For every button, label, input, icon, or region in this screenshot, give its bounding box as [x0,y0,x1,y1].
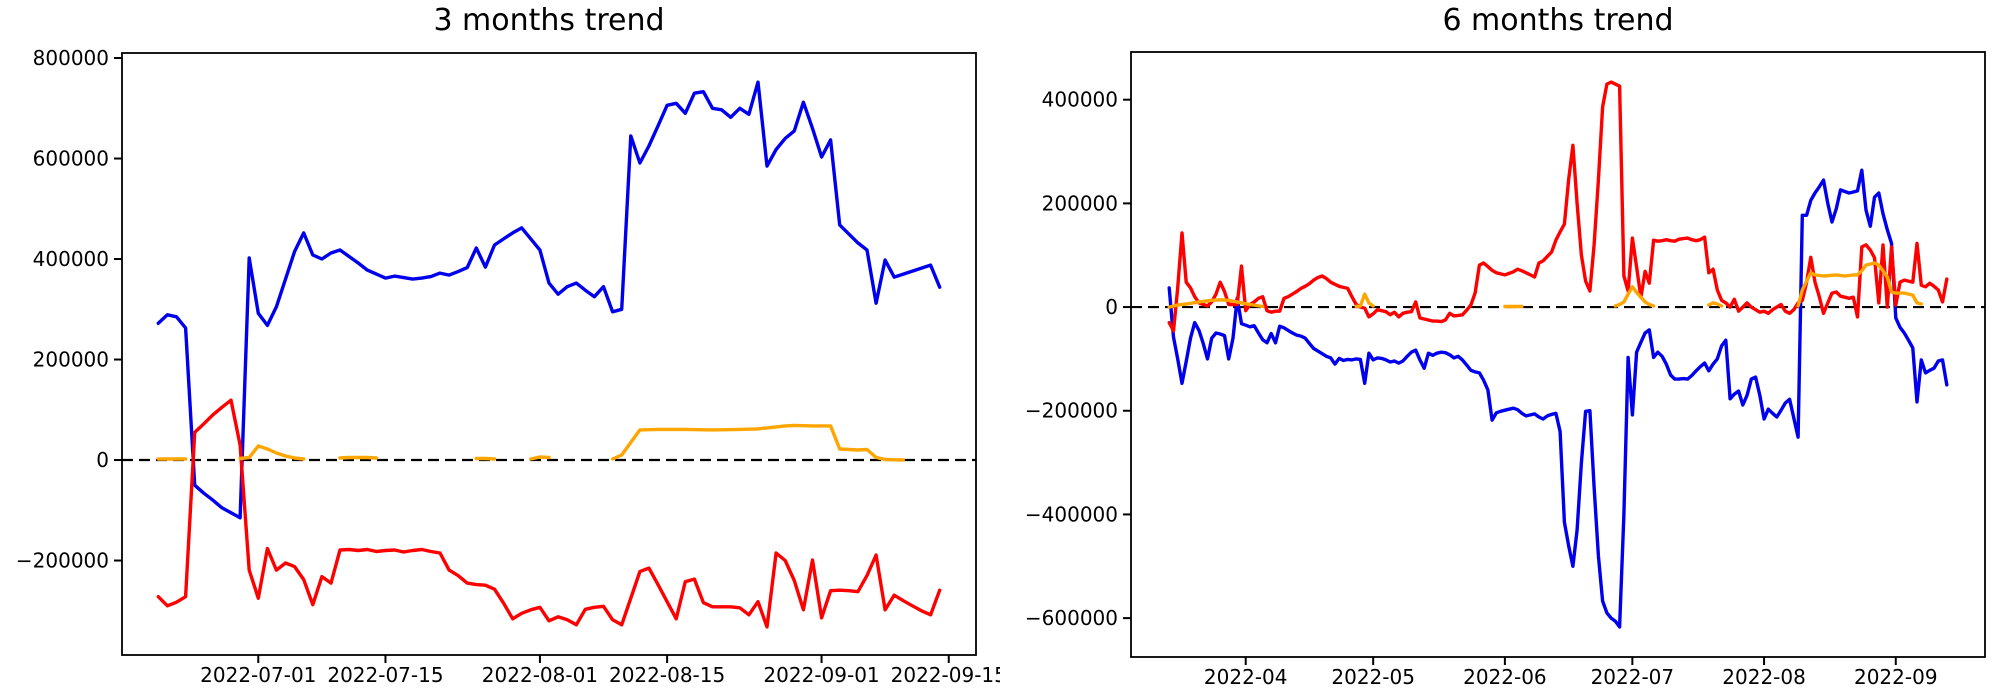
x-tick-label: 2022-07 [1591,665,1675,689]
plot-border [121,52,977,656]
series-line-orange [1707,301,1724,308]
series-line-blue [1167,168,1949,629]
x-tick-label: 2022-06 [1463,665,1547,689]
y-tick-label: 0 [1105,295,1118,319]
y-tick-label: 200000 [1042,191,1118,215]
y-tick-label: 200000 [33,348,109,372]
chart-6-months-trend: 6 months trend 400000 200000 0 −200000 −4000… [1000,0,2000,700]
chart-title-right: 6 months trend [1442,3,1674,38]
y-tick-label: 0 [96,448,109,472]
y-tick-label: −200000 [16,549,109,573]
chart-svg-1: 400000 200000 0 −200000 −400000 −600000 2022-0… [1025,51,1986,689]
x-tick-label: 2022-05 [1331,665,1415,689]
series-line-blue [156,80,942,520]
x-tick-label: 2022-04 [1204,665,1288,689]
y-tick-label: 800000 [33,46,109,70]
x-tick-label: 2022-09-15 [891,663,1000,687]
y-tick-label: 400000 [33,247,109,271]
plot-border [1130,51,1986,658]
x-tick-label: 2022-07-01 [200,663,316,687]
series-line-red [1167,80,1949,333]
series-line-orange [1354,292,1375,309]
series-line-orange [474,456,497,461]
series-line-orange [1796,261,1923,308]
series-line-orange [238,444,306,461]
chart-svg-0: 800000 600000 400000 200000 0 −200000 2022-07-… [16,46,1000,687]
series-line-orange [1613,285,1656,308]
x-tick-label: 2022-08 [1722,665,1806,689]
x-tick-label: 2022-08-01 [482,663,598,687]
series-line-red [156,398,942,629]
chart-title-left: 3 months trend [433,3,665,38]
series-line-orange [610,423,905,462]
y-tick-label: 400000 [1042,88,1118,112]
chart-3-months-trend: 3 months trend 800000 600000 400000 200000 0… [16,3,1000,687]
y-tick-label: −400000 [1025,502,1118,526]
x-tick-label: 2022-07-15 [327,663,443,687]
y-tick-label: 600000 [33,147,109,171]
x-tick-label: 2022-08-15 [609,663,725,687]
x-tick-label: 2022-09 [1854,665,1938,689]
y-tick-label: −200000 [1025,399,1118,423]
series-line-orange [338,455,379,460]
series-line-orange [1167,298,1265,309]
y-tick-label: −600000 [1025,606,1118,630]
series-line-orange [529,455,551,461]
x-tick-label: 2022-09-01 [763,663,879,687]
